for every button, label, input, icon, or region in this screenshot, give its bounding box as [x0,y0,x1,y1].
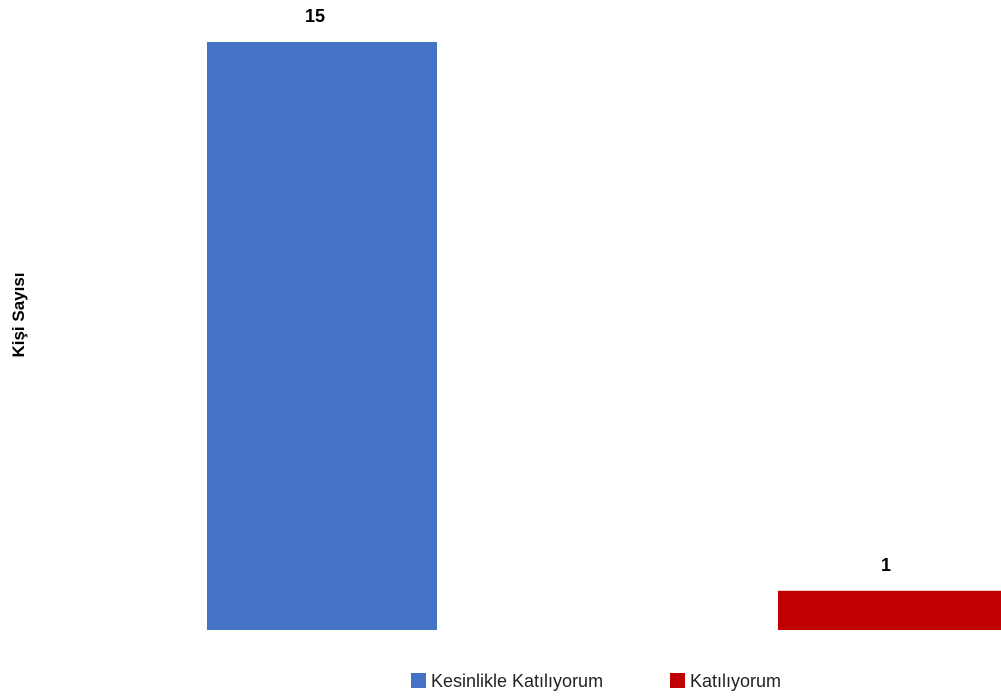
legend-swatch-1 [411,673,426,688]
legend: Kesinlikle Katılıyorum Katılıyorum [411,671,781,691]
legend-item-1: Kesinlikle Katılıyorum [411,671,603,691]
legend-label-2: Katılıyorum [690,671,781,691]
bar-2 [778,590,1001,630]
y-axis-label: Kişi Sayısı [9,272,28,357]
data-label-2: 1 [881,555,891,575]
bars-group [207,42,1001,630]
legend-label-1: Kesinlikle Katılıyorum [431,671,603,691]
legend-swatch-2 [670,673,685,688]
data-label-1: 15 [305,6,325,26]
data-labels-group: 15 1 [305,6,891,575]
bar-1 [207,42,437,630]
legend-item-2: Katılıyorum [670,671,781,691]
